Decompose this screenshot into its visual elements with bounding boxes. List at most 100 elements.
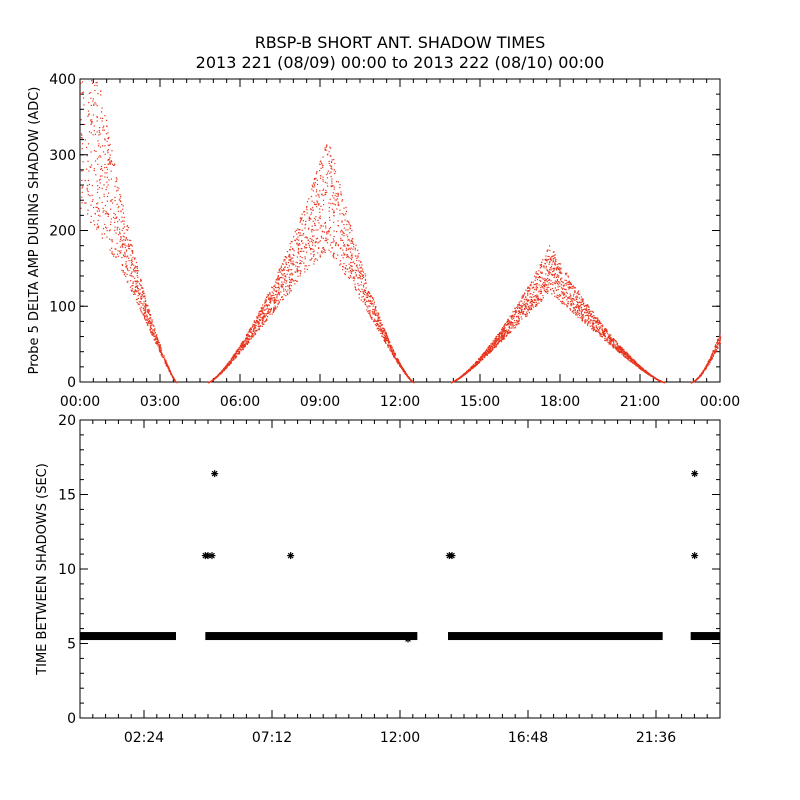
data-point <box>621 350 623 352</box>
data-point <box>520 300 522 302</box>
data-point <box>96 210 98 212</box>
data-point <box>263 319 265 321</box>
data-point <box>357 270 359 272</box>
data-point <box>513 322 515 324</box>
data-point <box>487 352 489 354</box>
data-point <box>107 213 109 215</box>
data-point <box>277 275 279 277</box>
data-point <box>473 364 476 366</box>
data-point <box>536 283 538 285</box>
data-point <box>121 216 123 218</box>
data-point <box>516 315 518 317</box>
data-point <box>577 291 579 293</box>
data-point <box>153 335 155 337</box>
data-point <box>389 344 391 346</box>
data-point <box>547 255 549 257</box>
data-point <box>505 329 507 331</box>
data-point <box>140 306 142 308</box>
data-point <box>121 244 123 246</box>
data-point <box>262 317 265 319</box>
data-point <box>164 358 166 360</box>
data-point <box>355 274 357 276</box>
data-point <box>382 331 384 333</box>
data-point <box>495 341 497 343</box>
data-point <box>373 319 375 321</box>
data-point <box>588 306 590 308</box>
data-point <box>364 275 367 277</box>
data-point <box>110 178 112 180</box>
data-point <box>412 381 414 383</box>
data-point <box>137 303 139 305</box>
data-point <box>499 333 501 335</box>
data-point <box>238 351 240 353</box>
data-point <box>276 300 278 302</box>
data-point <box>288 292 291 294</box>
data-point <box>502 333 504 335</box>
data-point <box>469 370 471 372</box>
data-point <box>313 182 315 184</box>
data-point <box>319 163 321 165</box>
data-point <box>618 352 621 354</box>
data-point <box>517 307 519 310</box>
data-point <box>535 299 537 301</box>
data-point <box>492 342 494 344</box>
data-point <box>500 341 503 343</box>
data-point <box>357 283 359 285</box>
data-point <box>366 292 368 294</box>
data-point <box>131 271 133 273</box>
data-point <box>554 257 556 259</box>
data-point <box>533 298 535 301</box>
data-point <box>292 264 294 266</box>
data-point <box>269 310 272 312</box>
data-point <box>352 248 354 250</box>
data-point <box>367 293 369 295</box>
data-point <box>134 291 136 293</box>
data-point <box>580 296 582 298</box>
data-point <box>299 234 301 237</box>
data-point <box>254 326 256 328</box>
data-point <box>332 254 335 256</box>
data-point <box>602 332 604 334</box>
data-point <box>292 273 294 275</box>
data-point <box>107 159 109 161</box>
data-point <box>265 308 267 310</box>
data-point <box>363 298 365 300</box>
data-point <box>382 327 384 329</box>
data-point <box>618 351 620 353</box>
data-point <box>116 242 118 244</box>
data-point <box>598 322 600 324</box>
data-point <box>542 295 544 297</box>
data-point <box>582 304 584 306</box>
data-point <box>297 228 299 230</box>
data-point <box>593 326 595 328</box>
data-point <box>530 296 532 298</box>
data-point <box>297 236 299 238</box>
data-point <box>130 289 132 291</box>
data-point <box>645 372 647 374</box>
data-point <box>347 245 349 247</box>
data-point <box>539 292 541 295</box>
data-point <box>131 249 133 252</box>
data-point <box>342 257 344 259</box>
data-point <box>519 311 521 313</box>
data-point <box>379 316 381 318</box>
data-point <box>507 322 510 325</box>
data-point <box>503 331 505 333</box>
data-point <box>296 262 298 264</box>
data-point <box>144 296 146 298</box>
data-point <box>368 312 370 314</box>
data-point <box>400 366 402 368</box>
data-point <box>326 242 329 244</box>
data-point <box>395 358 397 360</box>
data-point <box>605 328 607 330</box>
data-point <box>141 291 144 294</box>
data-point <box>588 312 590 314</box>
data-point <box>333 215 335 217</box>
data-point <box>303 262 305 264</box>
data-point <box>349 267 351 269</box>
data-point <box>103 233 106 235</box>
data-point <box>378 327 380 329</box>
data-point <box>369 299 371 301</box>
data-point <box>390 350 392 352</box>
data-point <box>265 304 267 306</box>
